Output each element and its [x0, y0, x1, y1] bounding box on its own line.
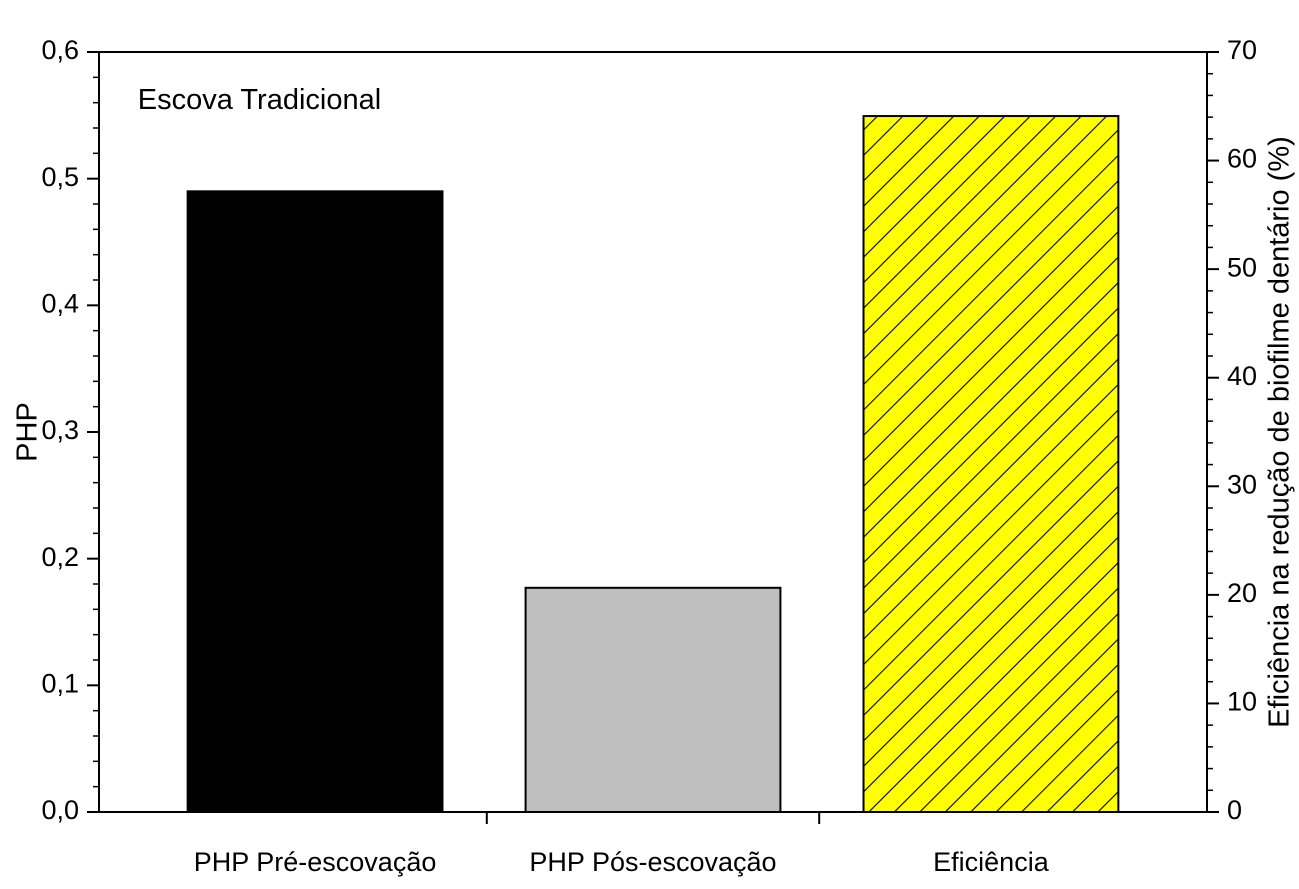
bar-chart: 0,0 0,1 0,2 0,3 0,4 0,5 0,6 PHP 0 10 20 30 40 50 60 70 E…: [0, 0, 1299, 889]
left-axis-label: PHP: [12, 402, 44, 462]
left-axis-tick-label: 0,6: [41, 35, 79, 65]
left-axis-tick-label: 0,5: [41, 162, 79, 192]
right-axis-tick-label: 0: [1227, 795, 1242, 825]
left-axis-tick-label: 0,4: [41, 288, 79, 318]
left-axis-tick-label: 0,0: [41, 795, 79, 825]
right-axis-tick-label: 10: [1227, 687, 1257, 717]
x-axis-category-label: Eficiência: [933, 847, 1050, 877]
right-axis-label: Eficiência na redução de biofilme dentár…: [1264, 136, 1296, 728]
right-axis-tick-label: 60: [1227, 144, 1257, 174]
php-pre-escovacao-bar: [188, 191, 443, 812]
right-axis-tick-label: 50: [1227, 252, 1257, 282]
left-axis-tick-label: 0,1: [41, 668, 79, 698]
left-axis-tick-label: 0,2: [41, 542, 79, 572]
x-axis-category-label: PHP Pré-escovação: [194, 847, 437, 877]
chart-inner-title: Escova Tradicional: [138, 84, 381, 116]
right-axis-tick-label: 40: [1227, 361, 1257, 391]
chart-container: 0,0 0,1 0,2 0,3 0,4 0,5 0,6 PHP 0 10 20 30 40 50 60 70 E…: [0, 0, 1299, 889]
right-axis-tick-label: 70: [1227, 35, 1257, 65]
php-pos-escovacao-bar: [526, 588, 781, 812]
right-axis-tick-label: 30: [1227, 469, 1257, 499]
right-axis-tick-label: 20: [1227, 578, 1257, 608]
eficiencia-bar: [864, 116, 1119, 812]
left-axis-tick-label: 0,3: [41, 415, 79, 445]
x-axis-category-label: PHP Pós-escovação: [529, 847, 776, 877]
